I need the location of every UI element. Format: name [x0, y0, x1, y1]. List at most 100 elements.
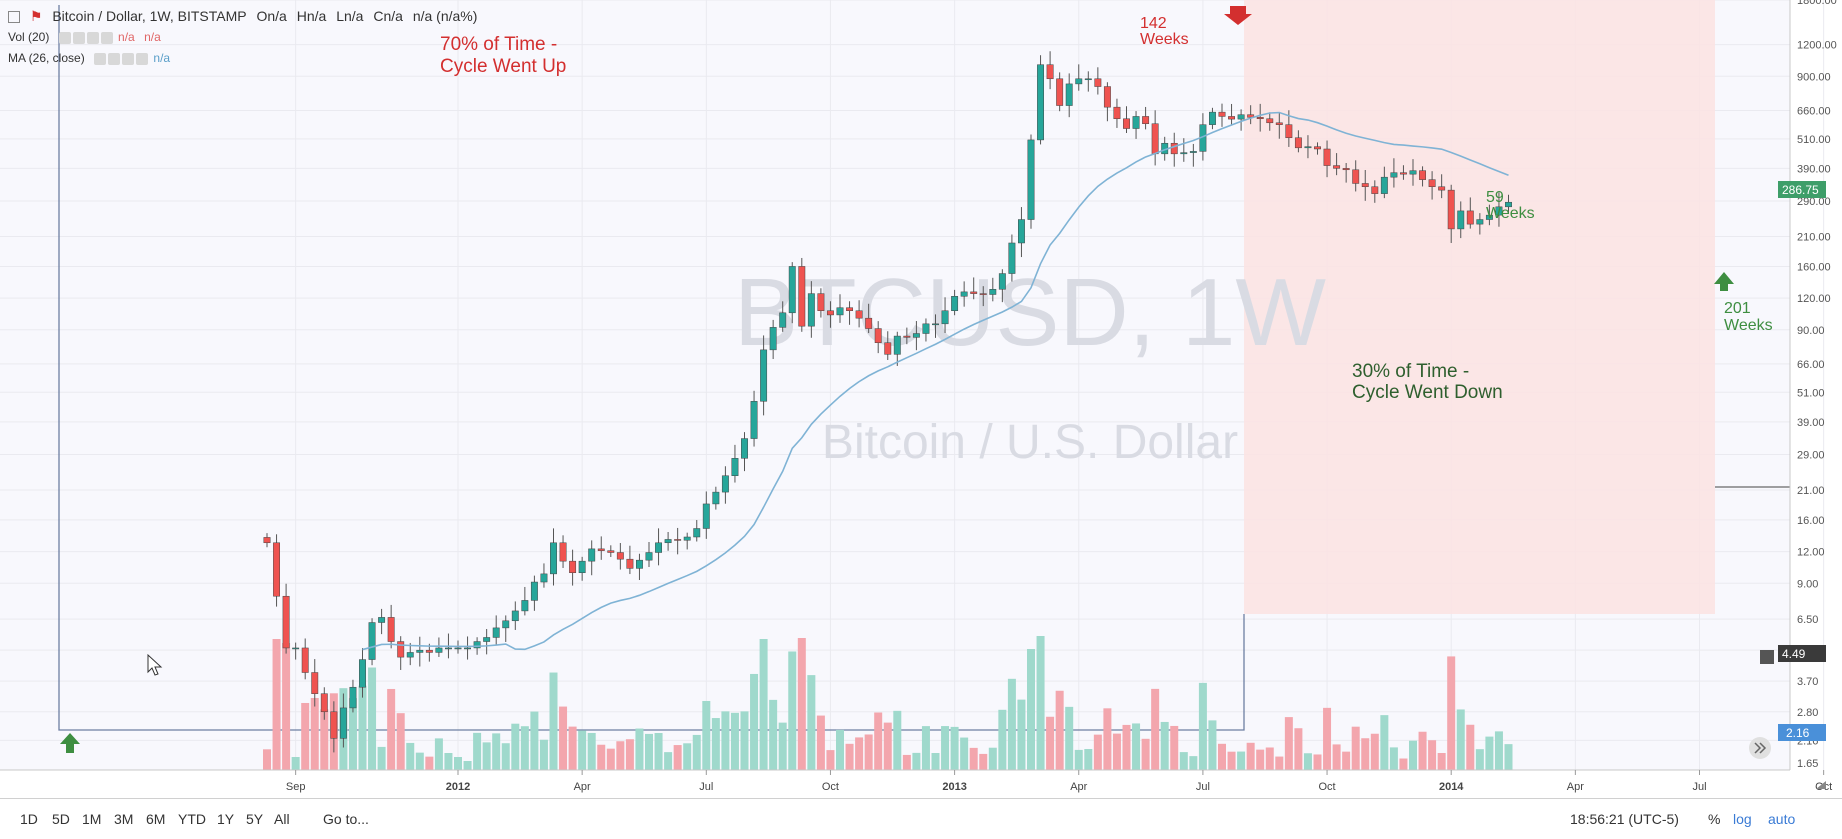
range-1d-button[interactable]: 1D [20, 811, 38, 827]
x-tick-label: 2014 [1439, 781, 1464, 793]
down-cycle-zone [1244, 0, 1715, 614]
candle-body [1018, 219, 1025, 244]
ma-visibility-icon[interactable] [108, 52, 121, 65]
candle-body [1123, 118, 1130, 129]
symbol-title[interactable]: Bitcoin / Dollar, 1W, BITSTAMP [52, 8, 247, 24]
candle-body [473, 641, 481, 649]
candle-body [1361, 183, 1369, 187]
y-tick-label: 6.50 [1797, 614, 1818, 626]
y-tick-label: 210.00 [1797, 232, 1831, 244]
log-toggle[interactable]: log [1733, 811, 1752, 827]
goto-button[interactable]: Go to... [323, 811, 369, 827]
volume-bar [864, 734, 873, 770]
candle-body [1390, 172, 1398, 178]
visibility-icon[interactable] [72, 31, 85, 44]
resize-handle-icon[interactable] [1816, 781, 1826, 789]
candle-body [1485, 214, 1493, 220]
volume-bar [272, 639, 281, 770]
volume-bar [702, 700, 711, 770]
y-tick-label: 12.00 [1797, 547, 1825, 559]
ma-study-label[interactable]: MA (26, close) [8, 51, 85, 65]
candle-body [263, 537, 271, 544]
percent-toggle[interactable]: % [1708, 811, 1721, 827]
volume-bar [358, 685, 367, 770]
range-all-button[interactable]: All [274, 811, 290, 827]
clock-display: 18:56:21 (UTC-5) [1570, 811, 1679, 827]
ohlc-high: Hn/a [296, 8, 327, 24]
range-6m-button[interactable]: 6M [146, 811, 166, 827]
x-tick-label: Oct [822, 781, 839, 793]
ma-add-icon[interactable] [122, 52, 135, 65]
auto-toggle[interactable]: auto [1768, 811, 1796, 827]
range-5d-button[interactable]: 5D [52, 811, 70, 827]
range-ytd-button[interactable]: YTD [178, 811, 206, 827]
volume-bar [1103, 708, 1112, 770]
x-tick-label: 2013 [942, 781, 966, 793]
volume-bar [769, 699, 778, 770]
collapse-icon[interactable] [8, 11, 20, 24]
up-cycle-text-2: Cycle Went Up [440, 56, 566, 77]
volume-study-label[interactable]: Vol (20) [8, 30, 50, 44]
candle-body [788, 266, 796, 314]
ma-close-icon[interactable] [136, 52, 149, 65]
volume-legend: Vol (20) n/a n/a [8, 30, 167, 44]
range-1y-button[interactable]: 1Y [217, 811, 235, 827]
x-tick-label: Apr [1070, 781, 1087, 793]
volume-bar [396, 713, 405, 770]
scroll-right-chevron-icon [1754, 742, 1767, 754]
candle-body [349, 686, 357, 709]
volume-bar [931, 753, 940, 770]
candle-body [320, 693, 328, 713]
volume-bar [568, 726, 577, 770]
ma-settings-icon[interactable] [94, 52, 107, 65]
volume-bar [301, 702, 310, 770]
x-tick-label: Sep [286, 781, 306, 793]
range-1m-button[interactable]: 1M [82, 811, 102, 827]
candle-body [645, 552, 653, 561]
ohlc-close: Cn/a [373, 8, 403, 24]
volume-bar [1055, 690, 1064, 770]
time-axis[interactable]: Sep2012AprJulOct2013AprJulOct2014AprJulO… [286, 770, 1842, 793]
candle-body [712, 491, 720, 505]
volume-bar [740, 711, 749, 770]
candle-body [1304, 146, 1312, 149]
symbol-legend: ⚑ Bitcoin / Dollar, 1W, BITSTAMP On/a Hn… [8, 8, 483, 25]
volume-bar [387, 688, 396, 770]
candle-body [912, 333, 920, 338]
y-tick-label: 1200.00 [1797, 40, 1837, 52]
volume-bar [1132, 723, 1141, 770]
volume-bar [1046, 716, 1055, 770]
candle-body [1189, 151, 1197, 153]
settings-icon[interactable] [58, 31, 71, 44]
range-3m-button[interactable]: 3M [114, 811, 134, 827]
candle-body [406, 652, 414, 658]
volume-bar [444, 753, 453, 770]
volume-bar [826, 750, 835, 770]
volume-bar [1323, 707, 1332, 770]
candle-body [416, 649, 424, 653]
candle-body [1419, 170, 1426, 180]
volume-bar [1361, 738, 1370, 770]
y-tick-label: 29.00 [1797, 449, 1825, 461]
candle-body [569, 560, 577, 574]
crosshair-plus-icon[interactable] [1760, 650, 1774, 664]
candle-body [292, 647, 300, 650]
close-icon[interactable] [100, 31, 113, 44]
candle-body [1151, 123, 1159, 155]
volume-bar [969, 747, 978, 770]
add-icon[interactable] [86, 31, 99, 44]
volume-value-1: n/a [118, 30, 135, 44]
volume-bar [1313, 754, 1322, 770]
range-5y-button[interactable]: 5Y [246, 811, 264, 827]
candle-body [387, 617, 395, 642]
moving-average-line [362, 111, 1509, 651]
volume-bar [874, 712, 883, 770]
candle-body [616, 552, 624, 560]
volume-bar [1456, 709, 1465, 770]
volume-bar [664, 752, 673, 770]
price-chart[interactable]: BTCUSD, 1W Bitcoin / U.S. Dollar 70% of … [0, 0, 1842, 798]
candle-body [282, 595, 290, 649]
candle-body [1209, 111, 1216, 125]
candle-body [1457, 210, 1465, 230]
peak-weeks-number: 142 [1140, 15, 1167, 32]
